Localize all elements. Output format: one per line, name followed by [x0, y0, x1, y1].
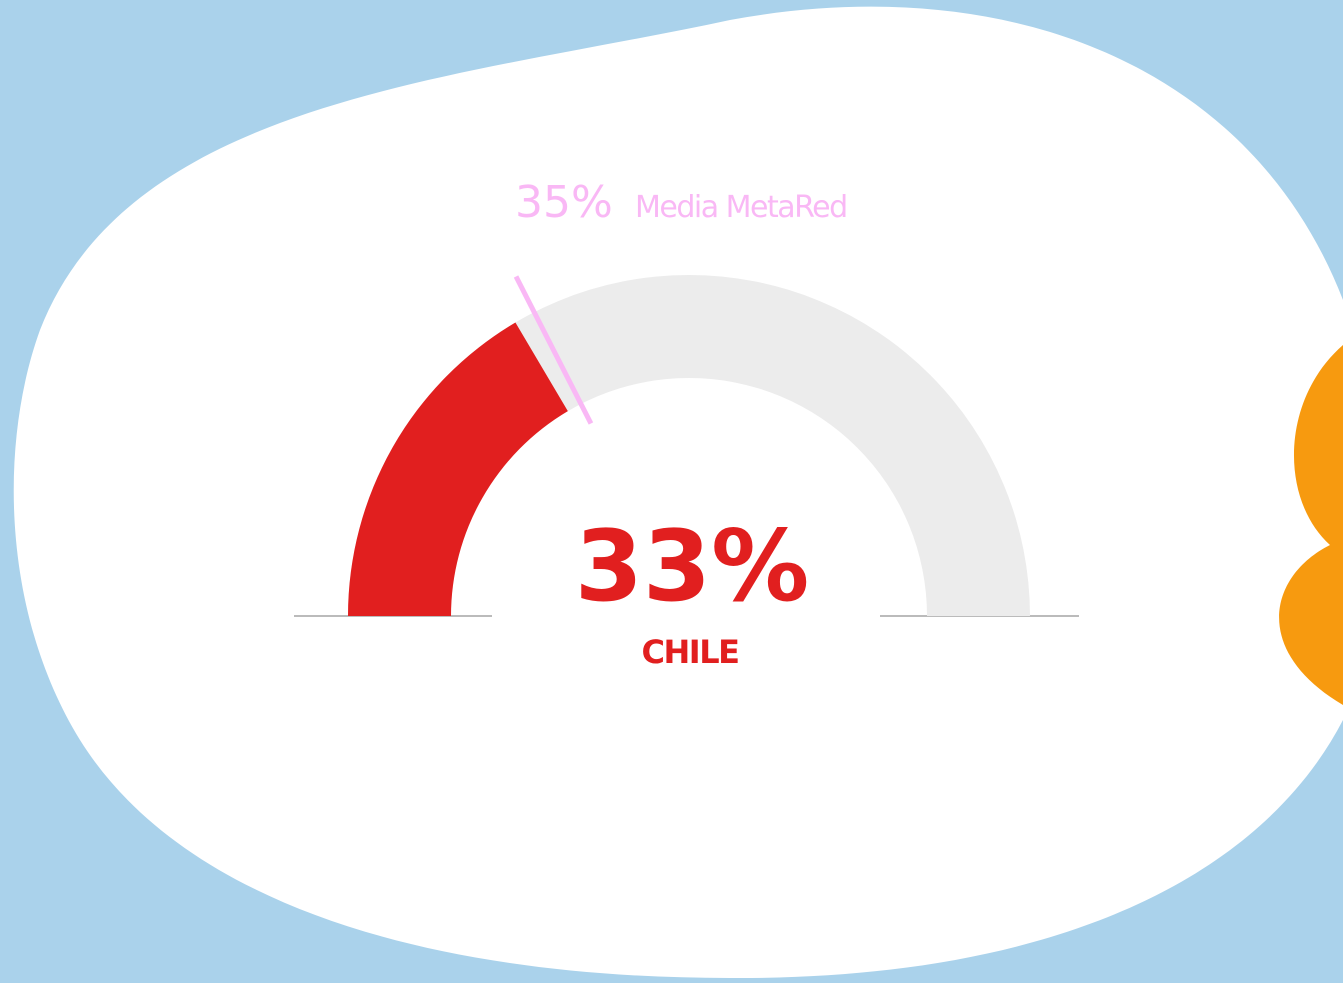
reference-marker [513, 275, 594, 425]
value-label: 33% [575, 510, 810, 624]
reference-name: Media MetaRed [635, 190, 847, 225]
decorative-blob [1279, 345, 1343, 705]
category-label: CHILE [642, 633, 739, 671]
background-blob [13, 6, 1343, 979]
gauge-value [348, 322, 568, 616]
reference-label: 35% [515, 177, 613, 228]
